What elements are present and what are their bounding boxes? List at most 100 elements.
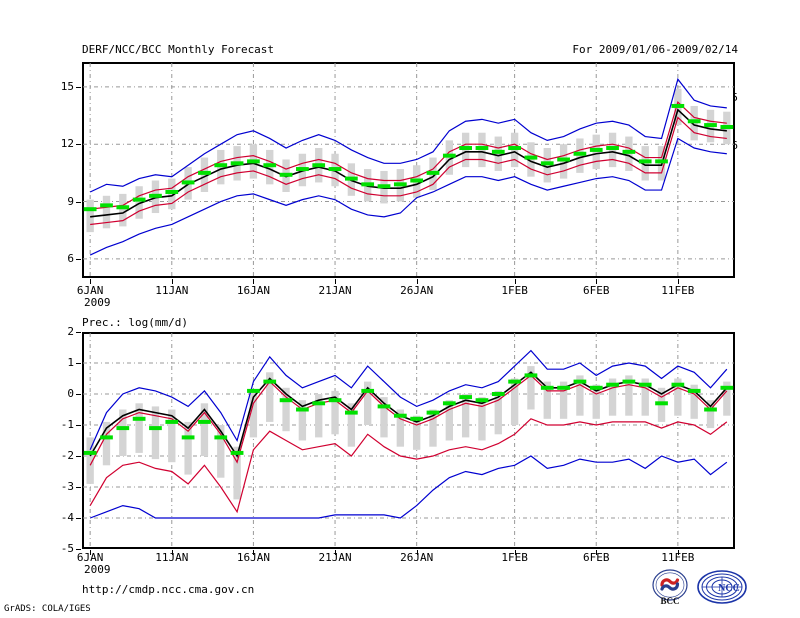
ensemble-spread-bar: [396, 409, 405, 447]
ensemble-spread-bar: [347, 403, 356, 447]
ensemble-spread-bar: [576, 375, 584, 416]
page-title: DERF/NCC/BCC Monthly Forecast: [82, 43, 275, 56]
ensemble-spread-bar: [478, 397, 486, 441]
ncc-logo: NCC: [696, 568, 748, 608]
x-tick-label: 11FEB: [661, 284, 695, 297]
ensemble-spread-bar: [217, 425, 225, 478]
y-tick-mark: [76, 549, 81, 550]
y-tick-mark: [76, 425, 81, 426]
x-tick-label: 11FEB: [661, 551, 695, 564]
y-tick-mark: [76, 456, 81, 457]
x-tick-label: 6FEB: [582, 551, 610, 564]
ensemble-spread-bar: [86, 437, 94, 484]
ensemble-spread-bar: [429, 409, 437, 447]
ensemble-spread-bar: [559, 381, 568, 419]
x-tick-mark: [90, 279, 92, 284]
ensemble-spread-bar: [625, 375, 633, 416]
y-tick-label: 6: [67, 251, 74, 265]
temperature-year-label: 2009: [84, 296, 111, 309]
forecast-period-label: For 2009/01/06-2009/02/14: [572, 43, 738, 56]
ensemble-spread-bar: [249, 390, 258, 438]
x-tick-label: 16JAN: [236, 284, 270, 297]
y-tick-label: -4: [60, 511, 74, 524]
precipitation-title: Prec.: log(mm/d): [82, 316, 188, 329]
y-tick-label: 2: [67, 325, 74, 338]
y-tick-mark: [76, 363, 81, 364]
max-line: [89, 77, 727, 193]
y-tick-mark: [76, 487, 81, 488]
x-tick-label: 11JAN: [155, 284, 189, 297]
y-tick-mark: [76, 144, 81, 146]
y-tick-label: 0: [67, 387, 74, 400]
source-url[interactable]: http://cmdp.ncc.cma.gov.cn: [82, 583, 255, 596]
bcc-logo: BCC: [648, 568, 692, 608]
ensemble-spread-bar: [266, 372, 274, 422]
ensemble-spread-bar: [592, 384, 600, 419]
x-tick-label: 21JAN: [318, 284, 352, 297]
y-tick-mark: [76, 258, 81, 260]
x-tick-mark: [514, 550, 516, 555]
ensemble-spread-bar: [331, 390, 339, 435]
upper-quartile-line: [90, 101, 727, 210]
ensemble-spread-bar: [119, 409, 127, 456]
y-tick-label: -5: [60, 542, 74, 555]
x-tick-mark: [514, 279, 516, 284]
ensemble-spread-bar: [380, 397, 388, 438]
x-tick-mark: [335, 279, 337, 284]
ensemble-spread-bar: [135, 403, 143, 453]
ncc-logo-text: NCC: [718, 583, 740, 594]
ensemble-spread-bar: [200, 403, 209, 456]
min-line: [89, 455, 728, 519]
ensemble-spread-bar: [608, 378, 617, 416]
ensemble-spread-bar: [102, 195, 111, 229]
y-tick-mark: [76, 86, 81, 88]
x-tick-label: 6JAN: [76, 284, 104, 297]
ensemble-spread-bar: [364, 381, 372, 425]
x-tick-label: 21JAN: [318, 551, 352, 564]
bcc-logo-text: BCC: [660, 596, 679, 606]
y-tick-label: 12: [60, 137, 74, 151]
y-tick-mark: [76, 201, 81, 203]
x-tick-mark: [171, 550, 173, 555]
x-tick-label: 16JAN: [236, 551, 270, 564]
max-line: [89, 349, 728, 451]
upper-quartile-line: [89, 374, 728, 466]
ensemble-spread-bar: [233, 446, 241, 500]
y-tick-label: -2: [60, 449, 74, 462]
y-tick-label: 15: [60, 79, 74, 93]
min-line: [89, 137, 727, 256]
y-tick-mark: [76, 332, 81, 333]
precipitation-log-data-layer: [83, 333, 734, 548]
y-tick-label: 9: [67, 194, 74, 208]
mean-line: [90, 108, 727, 218]
ensemble-spread-bar: [445, 400, 453, 441]
x-tick-label: 26JAN: [400, 551, 434, 564]
y-tick-label: -1: [60, 418, 74, 431]
ensemble-spread-bar: [168, 409, 176, 463]
precipitation-year-label: 2009: [84, 563, 111, 576]
ensemble-spread-bar: [690, 384, 698, 419]
ensemble-spread-bar: [412, 415, 421, 450]
x-tick-mark: [171, 279, 173, 284]
ensemble-spread-bar: [298, 400, 307, 441]
ensemble-spread-bar: [723, 381, 731, 416]
y-tick-label: 1: [67, 356, 74, 369]
ensemble-spread-bar: [315, 394, 323, 438]
ensemble-spread-bar: [461, 394, 470, 438]
ensemble-spread-bar: [527, 366, 535, 410]
ensemble-spread-bar: [135, 186, 143, 219]
x-tick-mark: [416, 550, 418, 555]
x-tick-mark: [416, 279, 418, 284]
x-tick-mark: [90, 550, 92, 555]
ensemble-spread-bar: [282, 387, 290, 432]
x-tick-mark: [335, 550, 337, 555]
x-tick-mark: [253, 279, 255, 284]
x-tick-mark: [596, 550, 598, 555]
x-tick-mark: [677, 279, 679, 284]
ensemble-spread-bar: [86, 199, 94, 233]
x-tick-mark: [677, 550, 679, 555]
ensemble-spread-bar: [674, 378, 682, 416]
ensemble-spread-bar: [494, 390, 502, 435]
